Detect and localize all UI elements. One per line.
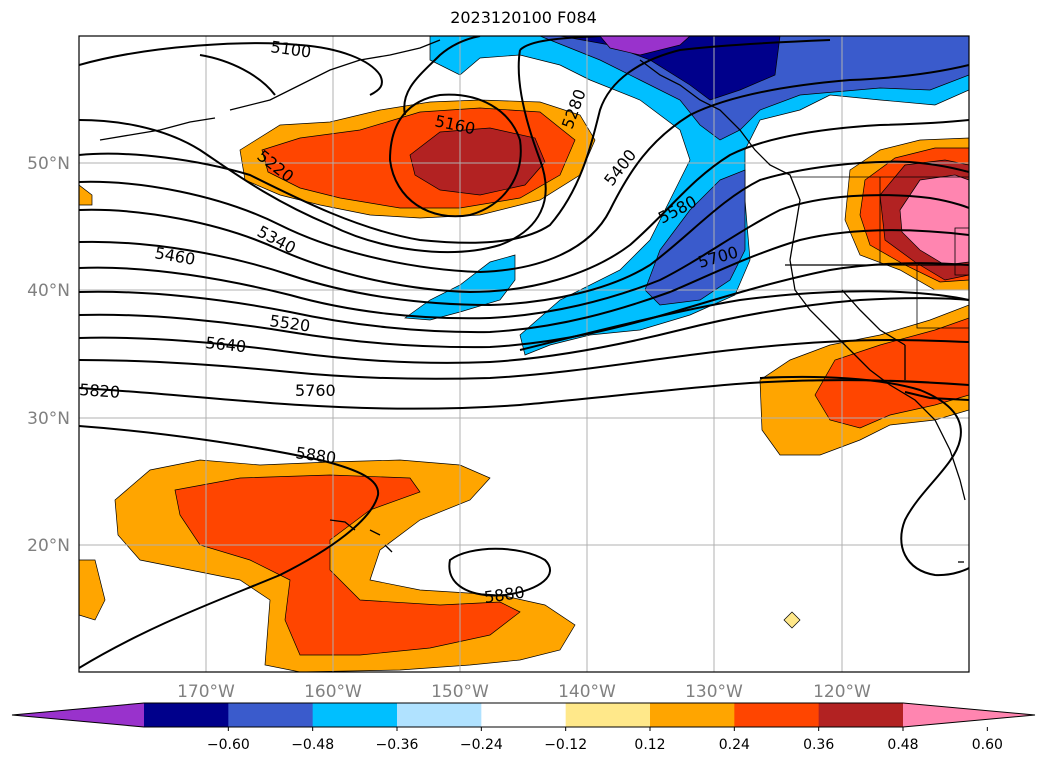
colorbar-tick-label: 0.48 (887, 737, 918, 753)
colorbar-bin (228, 703, 314, 727)
lat-label-20n: 20°N (27, 536, 70, 556)
colorbar-tick-label: 0.36 (803, 737, 834, 753)
colorbar-tick-label: −0.48 (291, 737, 334, 753)
colorbar: −0.60 −0.48 −0.36 −0.24 −0.12 0.12 0.24 0.36 0.4… (11, 702, 1036, 753)
lat-lon-gridlines (79, 36, 969, 672)
state-boundaries (790, 176, 969, 329)
lon-label-130w: 130°W (685, 682, 743, 702)
colorbar-tick-label: −0.12 (544, 737, 587, 753)
colorbar-tick-label: −0.60 (207, 737, 250, 753)
colorbar-bin (565, 703, 651, 727)
colorbar-outline (11, 702, 1036, 728)
height-contours (79, 36, 969, 669)
colorbar-extend-high (903, 703, 1035, 727)
contour-label-5820: 5820 (79, 380, 121, 402)
colorbar-bin (481, 703, 567, 727)
colorbar-extend-low (12, 703, 144, 727)
longitude-labels: 170°W 160°W 150°W 140°W 130°W 120°W (177, 682, 871, 702)
map-area: 5100 5160 5220 5280 5340 5400 5460 5520 … (79, 36, 969, 672)
colorbar-bin (734, 703, 820, 727)
lon-label-120w: 120°W (813, 682, 871, 702)
colorbar-tick-label: 0.60 (972, 737, 1003, 753)
lat-label-30n: 30°N (27, 409, 70, 429)
contour-label-5760: 5760 (295, 381, 336, 400)
lon-label-160w: 160°W (304, 682, 362, 702)
colorbar-bin (312, 703, 398, 727)
map-frame (78, 35, 970, 673)
latitude-labels: 50°N 40°N 30°N 20°N (27, 154, 70, 556)
lat-label-50n: 50°N (27, 154, 70, 174)
colorbar-bin (650, 703, 735, 727)
lon-label-140w: 140°W (558, 682, 616, 702)
contour-label-5640: 5640 (205, 333, 247, 356)
lon-label-150w: 150°W (431, 682, 489, 702)
colorbar-tick-label: −0.36 (376, 737, 419, 753)
colorbar-tick-label: 0.24 (719, 737, 750, 753)
lat-label-40n: 40°N (27, 281, 70, 301)
colorbar-bin (397, 703, 482, 727)
map-title: 2023120100 F084 (450, 8, 597, 27)
colorbar-bin (144, 703, 229, 727)
lon-label-170w: 170°W (177, 682, 235, 702)
colorbar-tick-label: 0.12 (634, 737, 665, 753)
colorbar-tick-label: −0.24 (460, 737, 503, 753)
colorbar-bin (818, 703, 904, 727)
